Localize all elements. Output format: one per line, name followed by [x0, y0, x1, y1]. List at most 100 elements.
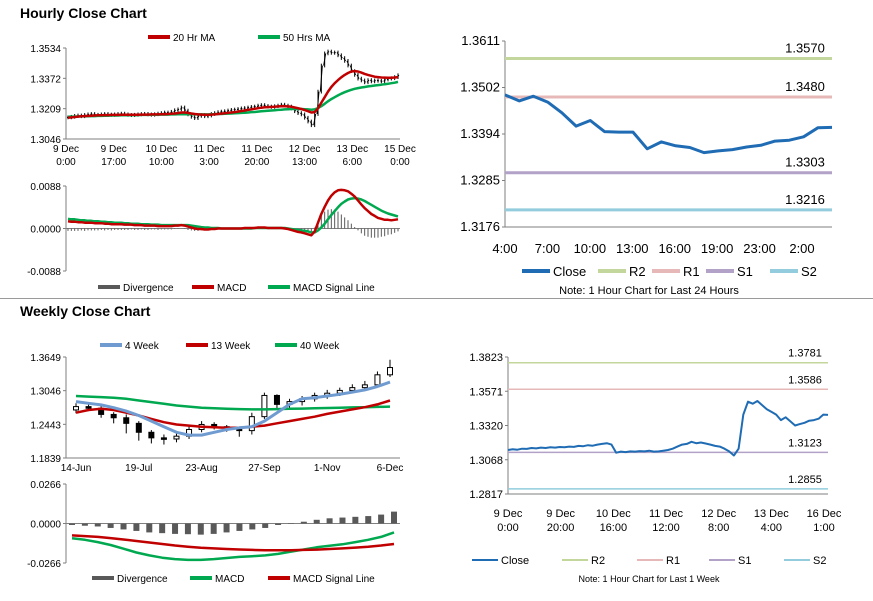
weekly-close-xtick-label: 1:00	[813, 522, 834, 534]
weekly-macd-ytick-label: -0.0266	[27, 559, 61, 570]
weekly-divergence-bar	[184, 523, 191, 535]
hourly-candle-body	[356, 74, 360, 79]
weekly-40wk-line	[75, 394, 391, 411]
hourly-close-xtick-label: 7:00	[535, 241, 560, 256]
weekly-candle-body	[160, 437, 167, 440]
weekly-candle-body	[110, 413, 117, 419]
hourly-candle-body	[330, 51, 333, 54]
hourly-candle-body	[383, 79, 387, 82]
weekly-divergence-bar	[326, 518, 333, 524]
weekly-close-legend-label: R1	[666, 555, 680, 567]
hourly-candle-body	[250, 106, 253, 108]
hourly-ohlc-ytick-label: 1.3534	[30, 44, 61, 55]
weekly-signal-line	[71, 534, 395, 552]
weekly_close-ytick-label: 1.3823	[469, 352, 503, 364]
weekly-divergence-bar	[236, 523, 243, 531]
hourly-close-legend-label: S1	[737, 264, 753, 279]
hourly-close-legend-label: R1	[683, 264, 700, 279]
hourly-candle-body	[363, 80, 367, 83]
hourly-candle-body	[263, 104, 266, 107]
weekly-divergence-bar	[352, 516, 359, 524]
hourly-macd-line	[67, 188, 399, 237]
hourly-candle-body	[306, 117, 310, 122]
hourly-ohlc-ytick-label: 1.3209	[30, 105, 61, 116]
hourly_close-ytick-label: 1.3394	[460, 126, 500, 141]
hourly-xtick-label: 9 Dec	[53, 144, 79, 155]
hourly_close-level-label-s2: 1.3216	[785, 192, 825, 207]
weekly-close-xtick-label: 11 Dec	[649, 508, 684, 520]
hourly_close-close-line	[504, 93, 833, 155]
weekly-divergence-bar	[313, 519, 320, 524]
hourly-candle-body	[220, 111, 223, 113]
hourly-xtick-label: 15 Dec	[384, 144, 416, 155]
weekly-close-xtick-label: 9 Dec	[494, 508, 523, 520]
weekly-close-xtick-label: 16:00	[600, 522, 628, 534]
weekly-macd-ytick-label: 0.0000	[30, 520, 61, 531]
hourly_close-level-label-r1: 1.3480	[785, 79, 825, 94]
weekly-legend-macd-label: MACD	[215, 574, 244, 585]
weekly-ohlc-ytick-label: 1.3046	[30, 387, 61, 398]
hourly-candle-body	[256, 105, 260, 108]
weekly_close-ytick-label: 1.3320	[469, 421, 503, 433]
hourly-ohlc-ytick-label: 1.3372	[30, 74, 61, 85]
weekly-xtick-label: 27-Sep	[248, 463, 281, 474]
hourly-candle-body	[319, 65, 323, 92]
hourly-candle-body	[346, 60, 350, 66]
hourly-candle-body	[179, 107, 183, 110]
weekly-macd-line	[71, 531, 395, 562]
weekly-ohlc-ytick-label: 1.3649	[30, 353, 61, 364]
hourly-candle-body	[173, 109, 176, 113]
hourly_close-ytick-label: 1.3611	[461, 33, 500, 48]
weekly-legend-13wk-label: 13 Week	[211, 341, 251, 352]
weekly-legend-signal-label: MACD Signal Line	[293, 574, 375, 585]
hourly_close-level-label-s1: 1.3303	[785, 155, 825, 170]
hourly-xtick-label: 11 Dec	[241, 144, 272, 155]
hourly-candle-body	[359, 78, 363, 81]
weekly-candle-body	[148, 431, 155, 439]
weekly-close-xtick-label: 12 Dec	[701, 508, 736, 520]
hourly-close-xtick-label: 10:00	[574, 241, 607, 256]
hourly_close-level-label-r2: 1.3570	[785, 41, 825, 56]
hourly-xtick-label: 9 Dec	[101, 144, 127, 155]
weekly-divergence-bar	[262, 523, 269, 528]
hourly-macd-ytick-label: 0.0000	[30, 225, 61, 236]
weekly-divergence-bar	[197, 523, 204, 535]
hourly-legend-macd-label: MACD	[217, 283, 246, 294]
weekly-divergence-bar	[146, 523, 153, 533]
weekly-close-xtick-label: 20:00	[547, 522, 575, 534]
hourly-candle-body	[370, 79, 373, 82]
hourly-candle-body	[336, 52, 340, 56]
weekly-ohlc-ytick-label: 1.2443	[30, 420, 61, 431]
hourly-legend-divergence-label: Divergence	[123, 283, 174, 294]
hourly-candle-body	[323, 53, 327, 66]
hourly-candle-body	[246, 107, 250, 109]
hourly-ma20-line	[67, 69, 399, 119]
hourly-xtick-label: 10 Dec	[146, 144, 178, 155]
weekly-divergence-bar	[210, 523, 217, 534]
hourly-candle-body	[339, 54, 343, 59]
weekly-macd-ytick-label: 0.0266	[30, 480, 61, 491]
weekly-close-legend-label: Close	[501, 555, 529, 567]
hourly-candle-body	[303, 114, 307, 118]
hourly-xtick-label: 0:00	[56, 157, 76, 168]
weekly-close-xtick-label: 8:00	[708, 522, 729, 534]
hourly-candle-body	[226, 110, 230, 112]
hourly-legend-ma20-label: 20 Hr MA	[173, 33, 216, 44]
hourly-candle-body	[193, 116, 196, 119]
hourly-candle-body	[183, 107, 187, 111]
weekly-candle-body	[248, 416, 255, 432]
hourly-xtick-label: 17:00	[101, 157, 126, 168]
weekly-candle-body	[73, 406, 79, 411]
hourly-close-legend-label: Close	[553, 264, 586, 279]
hourly-xtick-label: 13 Dec	[336, 144, 368, 155]
hourly-macd-ytick-label: -0.0088	[27, 267, 61, 278]
weekly_close-level-label-s1: 1.3123	[788, 437, 822, 449]
hourly-close-legend-label: S2	[801, 264, 817, 279]
hourly-macd-ytick-label: 0.0088	[30, 182, 61, 193]
weekly-divergence-bar	[249, 523, 256, 530]
hourly-close-note: Note: 1 Hour Chart for Last 24 Hours	[559, 285, 739, 297]
weekly-close-xtick-label: 12:00	[652, 522, 680, 534]
hourly-ohlc-ytick-label: 1.3046	[30, 135, 61, 146]
hourly-candle-body	[230, 109, 233, 111]
